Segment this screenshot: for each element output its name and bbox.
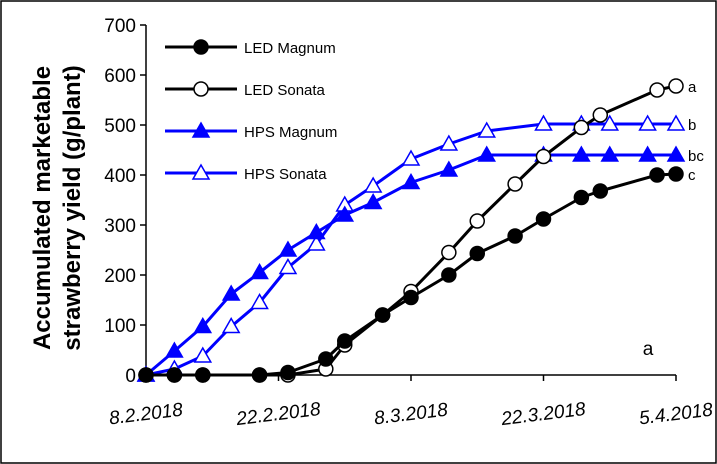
data-point-led-magnum [374, 307, 391, 323]
data-point-led-magnum [403, 289, 419, 306]
data-point-hps-sonata [534, 114, 553, 131]
end-label-hps-magnum: bc [688, 148, 704, 165]
data-point-hps-sonata [638, 114, 657, 131]
series-layer [136, 78, 686, 383]
legend-item-hps-magnum: HPS Magnum [165, 121, 337, 141]
data-point-led-sonata [469, 213, 485, 229]
end-label-hps-sonata: b [688, 117, 696, 134]
data-point-hps-magnum [600, 145, 620, 162]
data-point-hps-magnum [363, 192, 383, 210]
y-axis-title: Accumulated marketable strawberry yield … [29, 65, 86, 350]
data-point-led-magnum [280, 364, 296, 381]
legend-item-hps-sonata: HPS Sonata [165, 163, 327, 183]
end-label-led-sonata: a [688, 79, 697, 96]
series-led-magnum [138, 166, 684, 383]
data-point-led-magnum [195, 367, 211, 383]
y-axis-title-line-1: Accumulated marketable [29, 66, 56, 350]
data-point-led-sonata [441, 244, 457, 261]
data-point-led-magnum [469, 245, 485, 262]
data-point-hps-sonata [439, 134, 459, 151]
data-point-led-sonata [507, 176, 523, 192]
data-point-hps-sonata [278, 257, 298, 275]
legend-label: HPS Magnum [244, 124, 337, 141]
data-point-hps-magnum [165, 341, 184, 358]
data-point-hps-magnum [221, 284, 241, 301]
data-point-hps-sonata [666, 114, 686, 131]
data-point-hps-magnum [193, 316, 213, 334]
legend-label: LED Sonata [244, 82, 326, 99]
data-point-led-magnum [507, 228, 523, 244]
data-point-led-magnum [318, 351, 334, 367]
data-point-hps-magnum [572, 145, 591, 162]
data-point-led-sonata [592, 107, 609, 123]
data-point-led-magnum [337, 333, 353, 349]
legend-label: LED Magnum [244, 40, 336, 57]
legend-marker [193, 39, 209, 55]
data-point-hps-magnum [477, 145, 497, 162]
data-point-hps-sonata [221, 316, 241, 334]
data-point-hps-sonata [600, 114, 620, 131]
data-point-led-magnum [166, 367, 183, 383]
data-point-hps-magnum [250, 262, 269, 280]
y-tick-label: 0 [125, 366, 136, 387]
data-point-hps-magnum [638, 145, 657, 162]
data-point-led-sonata [649, 82, 665, 98]
data-point-led-sonata [668, 78, 684, 94]
y-tick-label: 400 [104, 166, 136, 187]
y-tick-label: 100 [104, 316, 136, 337]
y-tick-label: 600 [104, 66, 136, 87]
data-point-hps-magnum [666, 145, 686, 162]
data-point-hps-magnum [307, 222, 326, 240]
data-point-hps-sonata [250, 292, 269, 310]
data-point-hps-magnum [278, 240, 298, 257]
data-point-led-magnum [138, 367, 154, 383]
data-point-hps-sonata [193, 346, 213, 363]
data-point-led-sonata [535, 148, 552, 165]
y-tick-label: 500 [104, 116, 136, 137]
y-axis-title-line-2: strawberry yield (g/plant) [59, 65, 86, 350]
data-point-led-magnum [251, 367, 268, 383]
data-point-led-magnum [573, 189, 590, 206]
data-point-led-magnum [441, 267, 457, 283]
series-hps-magnum [136, 145, 686, 382]
data-point-hps-magnum [401, 172, 421, 190]
y-tick-label: 700 [104, 16, 136, 37]
y-tick-label: 300 [104, 216, 136, 237]
panel-label: a [643, 339, 654, 360]
data-point-hps-sonata [363, 176, 383, 193]
data-point-hps-magnum [439, 160, 459, 177]
data-point-led-sonata [573, 119, 590, 136]
legend-label: HPS Sonata [244, 166, 327, 183]
legend-item-led-magnum: LED Magnum [165, 39, 336, 57]
data-point-hps-sonata [307, 234, 326, 251]
data-point-hps-magnum [335, 205, 355, 222]
data-point-hps-sonata [477, 121, 497, 138]
legend-item-led-sonata: LED Sonata [165, 81, 326, 99]
legend-marker [193, 81, 209, 97]
series-hps-sonata [136, 114, 686, 382]
series-end-labels: c a bc b [688, 79, 704, 184]
legend-marker [191, 163, 211, 180]
legend: LED Magnum LED Sonata HPS Magnum HPS Sonata [165, 39, 337, 183]
data-point-led-magnum [668, 166, 684, 182]
data-point-led-magnum [649, 167, 665, 183]
end-label-led-magnum: c [688, 167, 696, 184]
data-point-hps-sonata [401, 149, 421, 166]
data-point-led-magnum [535, 211, 552, 227]
data-point-led-magnum [592, 183, 609, 199]
y-tick-label: 200 [104, 266, 136, 287]
legend-marker [191, 121, 211, 138]
